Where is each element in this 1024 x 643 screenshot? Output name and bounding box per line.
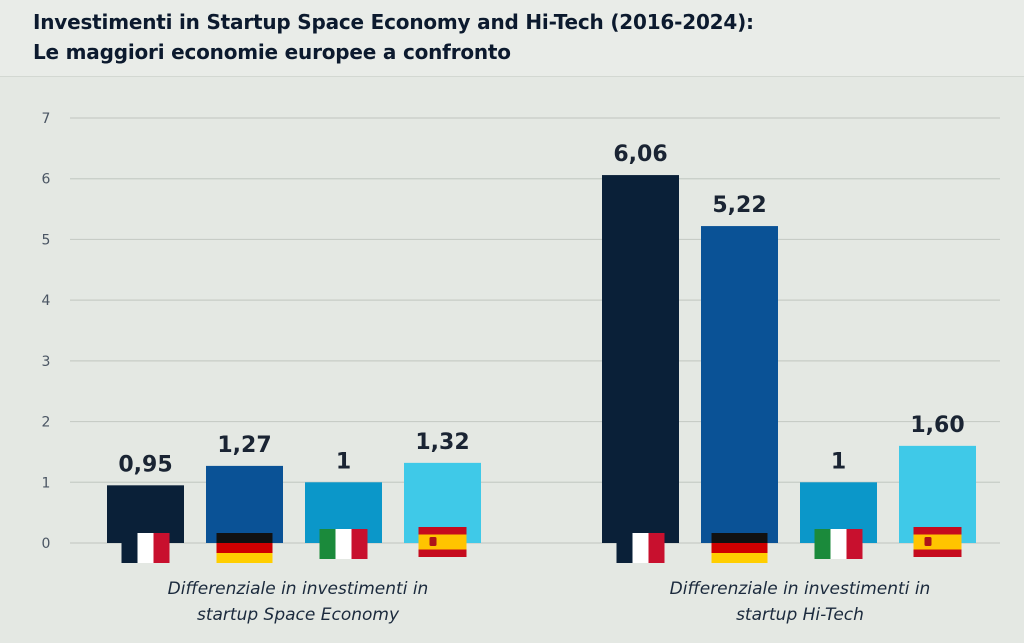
data-label: 5,22 [712, 193, 766, 218]
flag-stripe [216, 543, 273, 553]
flag-stripe [616, 533, 633, 563]
flag-stripe [846, 529, 863, 559]
flag-stripe [711, 553, 768, 563]
flag-it-icon [319, 529, 368, 559]
flag-emblem [429, 537, 437, 546]
flag-fr-icon [616, 533, 665, 563]
flag-stripe [711, 543, 768, 553]
flag-stripe [216, 533, 273, 543]
flag-stripe [351, 529, 368, 559]
chart-title: Investimenti in Startup Space Economy an… [33, 10, 754, 34]
group-label-line: startup Space Economy [196, 605, 400, 625]
y-tick-label: 4 [42, 293, 51, 309]
flag-fr-icon [121, 533, 170, 563]
bar [206, 465, 283, 543]
group-label-line: startup Hi-Tech [736, 605, 864, 625]
y-tick-label: 6 [42, 172, 51, 188]
flag-stripe [153, 533, 170, 563]
y-tick-label: 7 [42, 111, 51, 127]
flag-es-icon [913, 527, 962, 557]
flag-emblem [924, 537, 932, 546]
flag-stripe [648, 533, 665, 563]
title-block: Investimenti in Startup Space Economy an… [0, 0, 1024, 77]
data-label: 0,95 [118, 452, 172, 477]
bar [701, 226, 778, 544]
bar [602, 175, 679, 544]
flag-stripe [121, 533, 138, 563]
chart-subtitle: Le maggiori economie europee a confronto [33, 40, 511, 64]
data-label: 1,60 [910, 413, 964, 438]
y-tick-label: 3 [42, 354, 51, 370]
flag-it-icon [814, 529, 863, 559]
group-label-space-economy: Differenziale in investimenti in startup… [118, 576, 478, 628]
group-label-line: Differenziale in investimenti in [167, 579, 429, 599]
data-label: 1,27 [217, 433, 271, 458]
flag-stripe [814, 529, 831, 559]
flag-stripe [632, 533, 649, 563]
group-label-hi-tech: Differenziale in investimenti in startup… [620, 576, 980, 628]
flag-de-icon [711, 533, 768, 563]
flag-stripe [830, 529, 847, 559]
y-tick-label: 1 [42, 475, 51, 491]
y-tick-label: 0 [42, 536, 51, 552]
flag-stripe [137, 533, 154, 563]
group-label-line: Differenziale in investimenti in [669, 579, 931, 599]
flag-stripe [711, 533, 768, 543]
flag-stripe [913, 534, 962, 550]
y-tick-label: 5 [42, 232, 51, 248]
flag-stripe [216, 553, 273, 563]
data-label: 1 [831, 449, 846, 474]
flag-stripe [418, 534, 467, 550]
flag-stripe [319, 529, 336, 559]
bar [899, 445, 976, 543]
data-label: 1,32 [415, 430, 469, 455]
data-label: 6,06 [613, 142, 667, 167]
flag-es-icon [418, 527, 467, 557]
flag-de-icon [216, 533, 273, 563]
data-label: 1 [336, 449, 351, 474]
flag-stripe [335, 529, 352, 559]
y-tick-label: 2 [42, 415, 51, 431]
